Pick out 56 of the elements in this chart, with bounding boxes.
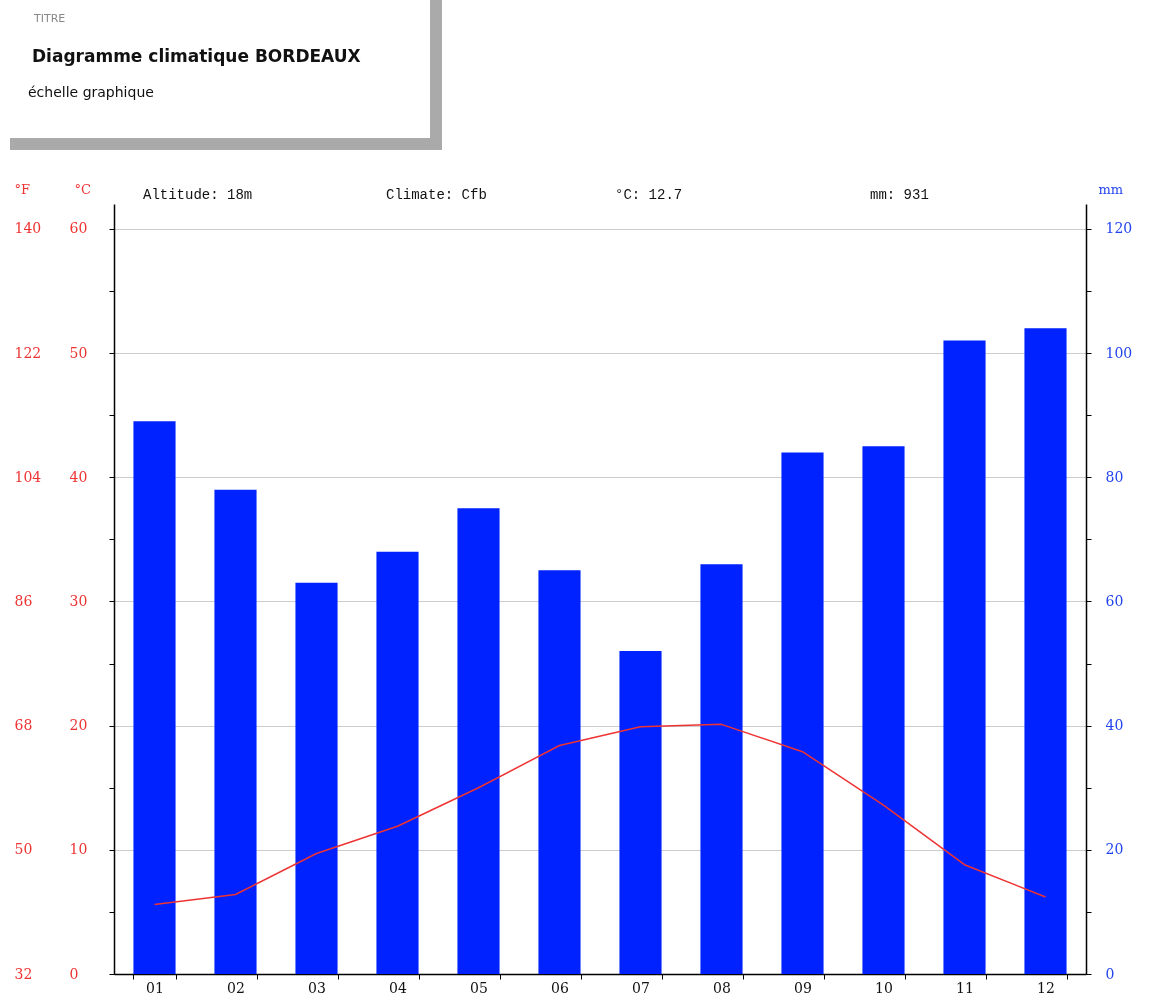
- y-tick-label: 60: [69, 220, 88, 237]
- y3-tick-label: 86: [14, 592, 33, 609]
- y2-tick-label: 0: [1105, 965, 1115, 982]
- bar: [943, 340, 986, 974]
- text: °C: 12.7: [615, 187, 683, 203]
- bar: [214, 489, 257, 974]
- bar: [295, 582, 338, 974]
- y2-tick-label: 60: [1105, 592, 1124, 609]
- text: Altitude: 18m: [143, 187, 253, 203]
- y2-tick-label: 40: [1105, 717, 1124, 734]
- bar: [376, 551, 419, 974]
- y-tick-label: 10: [69, 841, 88, 858]
- text: mm: 931: [870, 187, 929, 203]
- y2-tick-label: 80: [1105, 468, 1124, 485]
- y-tick-label: 40: [69, 468, 88, 485]
- y2-tick-label: 20: [1105, 841, 1124, 858]
- y3-tick-label: 122: [14, 344, 42, 361]
- x-tick-label: 03: [308, 979, 326, 996]
- y3-tick-label: 50: [14, 841, 33, 858]
- x-tick-label: 07: [632, 979, 650, 996]
- y-tick-label: 30: [69, 592, 88, 609]
- line-series: [153, 723, 1047, 906]
- y-tick-label: 0: [69, 965, 79, 982]
- y3-tick-label: 68: [14, 717, 33, 734]
- x-tick-label: 09: [794, 979, 812, 996]
- y3-tick-label: 32: [14, 965, 33, 982]
- bar: [457, 508, 500, 974]
- bar: [781, 452, 824, 974]
- bar: [1024, 328, 1067, 974]
- bar: [133, 421, 176, 974]
- x-tick-label: 05: [470, 979, 488, 996]
- bar: [619, 651, 662, 974]
- y3-tick-label: 140: [14, 220, 42, 237]
- x-tick-label: 10: [875, 979, 893, 996]
- bar: [862, 446, 905, 974]
- chart-subtitle: échelle graphique: [28, 84, 154, 100]
- x-tick-label: 06: [551, 979, 569, 996]
- chart-title: Diagramme climatique BORDEAUX: [32, 46, 361, 66]
- title-card: TITRE Diagramme climatique BORDEAUX échelle graphique: [10, 0, 442, 150]
- y-tick-label: 20: [69, 717, 88, 734]
- x-tick-label: 12: [1037, 979, 1055, 996]
- x-tick-label: 08: [713, 979, 731, 996]
- y2-tick-label: 120: [1105, 220, 1133, 237]
- bar: [538, 570, 581, 974]
- y2-tick-label: 100: [1105, 344, 1133, 361]
- bar: [700, 564, 743, 974]
- x-tick-label: 11: [956, 979, 974, 996]
- y-axis-title: °C: [74, 181, 91, 197]
- y2-axis-title: mm: [1098, 181, 1124, 197]
- text: Climate: Cfb: [386, 187, 487, 203]
- y3-axis-title: °F: [14, 181, 31, 197]
- y-tick-label: 50: [69, 344, 88, 361]
- y3-tick-label: 104: [14, 468, 42, 485]
- x-tick-label: 02: [227, 979, 245, 996]
- x-tick-label: 01: [146, 979, 164, 996]
- x-tick-label: 04: [389, 979, 407, 996]
